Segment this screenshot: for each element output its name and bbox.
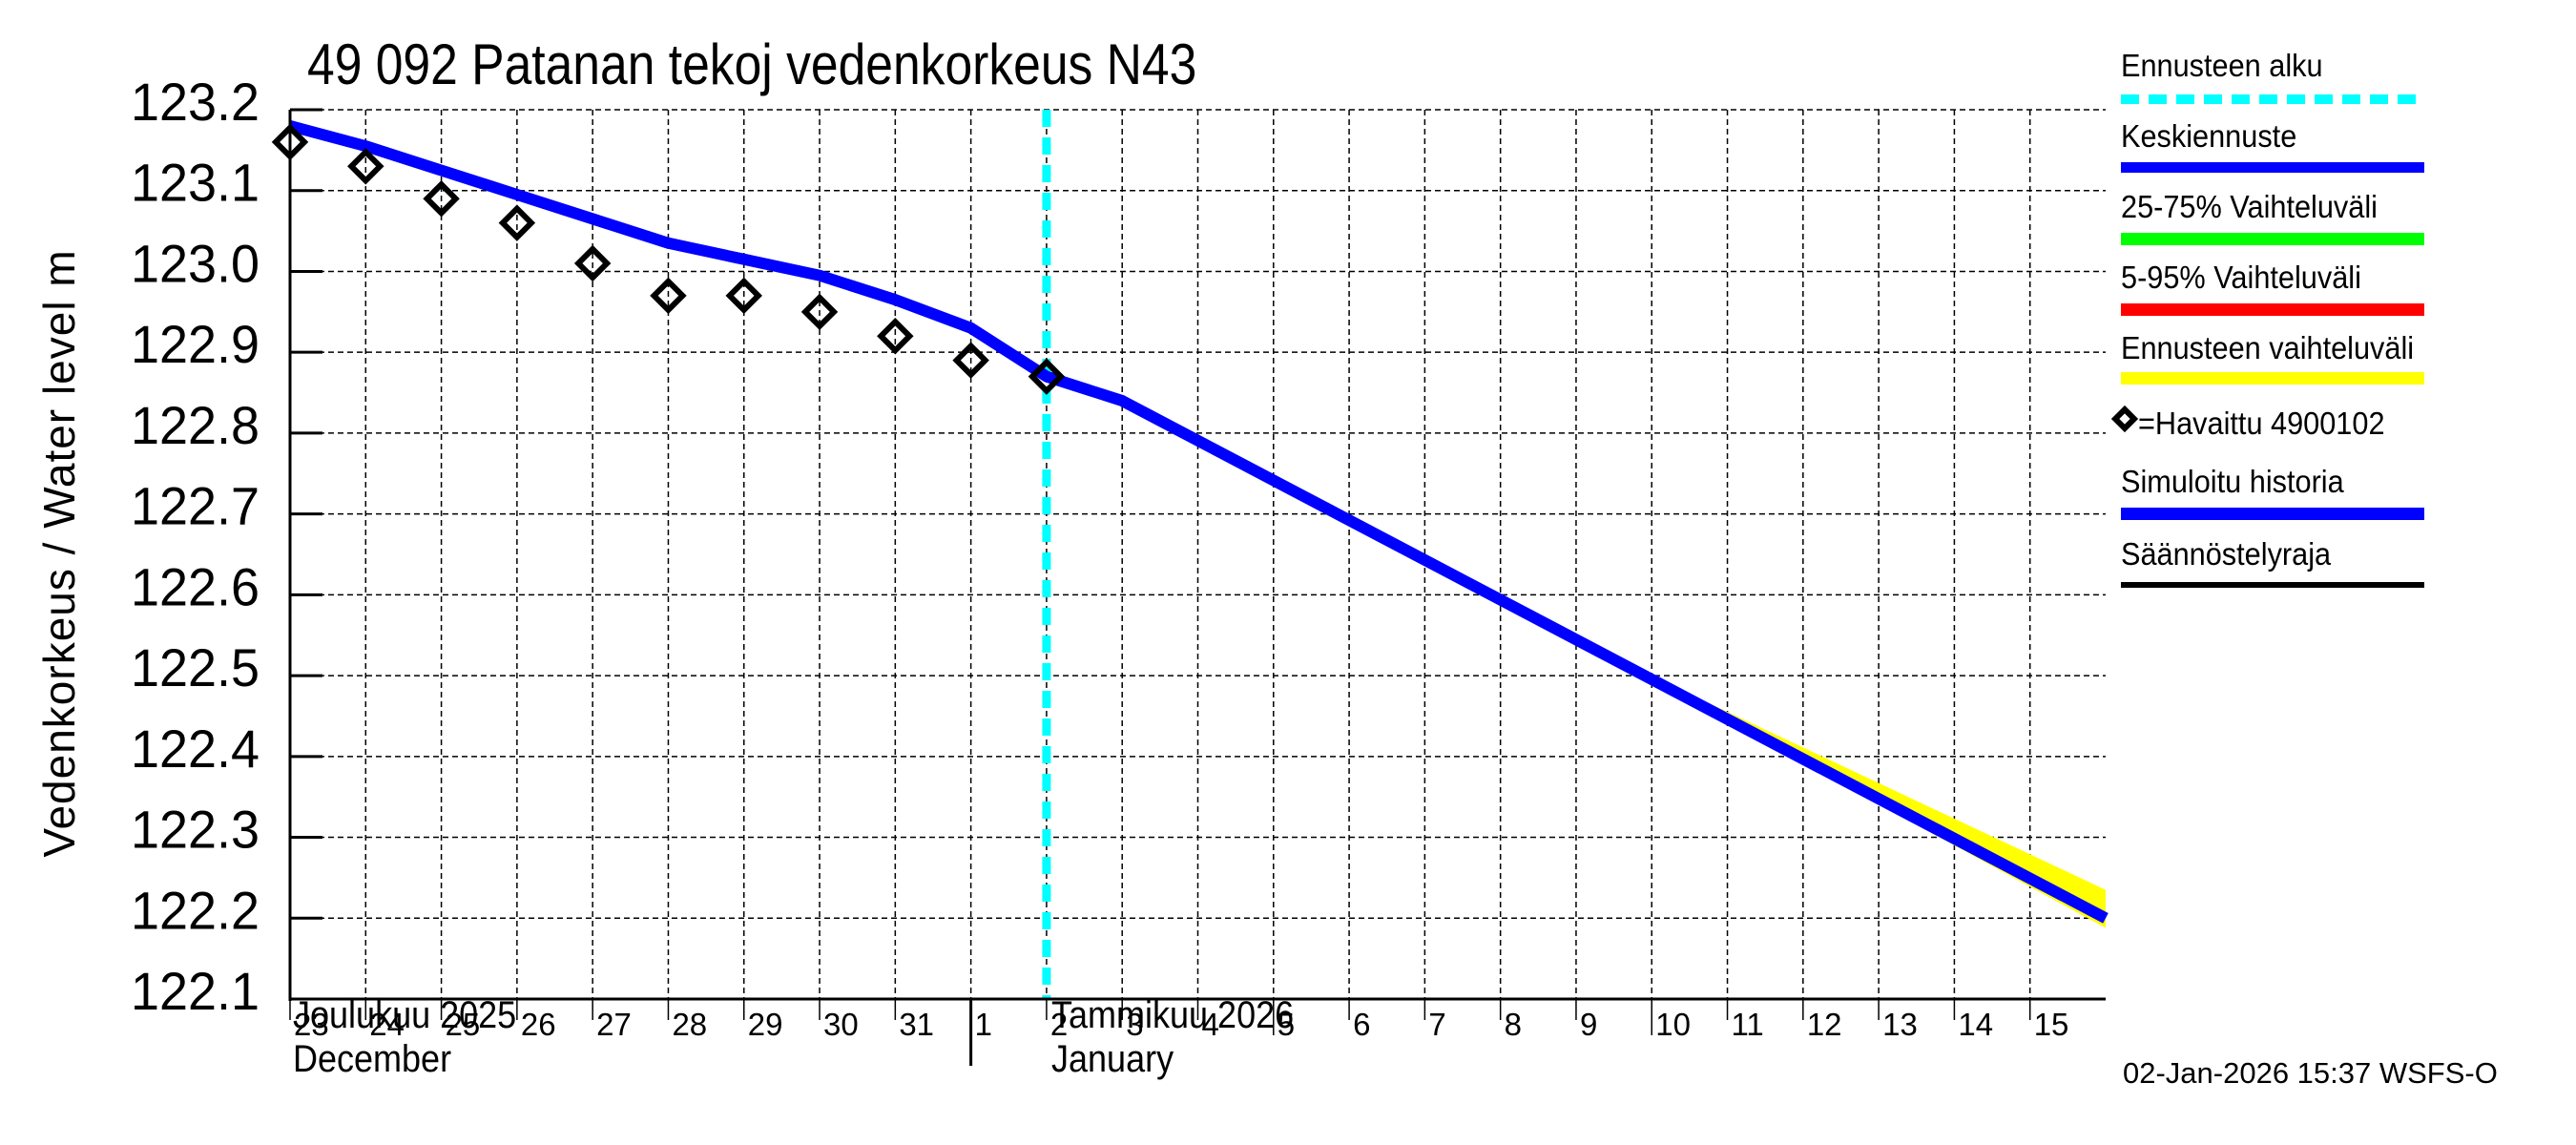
- chart-title: 49 092 Patanan tekoj vedenkorkeus N43: [307, 32, 1197, 96]
- y-tick-label: 123.2: [131, 72, 260, 132]
- dashed-cyan-line-icon: [2121, 94, 2424, 104]
- observed-diamond-icon: [498, 204, 536, 241]
- y-tick-label: 122.4: [131, 718, 260, 779]
- observed-diamond-icon: [800, 293, 839, 331]
- y-tick-label: 122.3: [131, 800, 260, 860]
- axes: [288, 108, 2106, 1066]
- x-tick-label: 6: [1353, 1007, 1370, 1042]
- y-tick-label: 123.1: [131, 153, 260, 213]
- x-tick-labels: 23 24 25 26 27 28 29 30 31 1 2 3 4 5 6 7 8 9 10 11 12 13 14 15: [294, 1007, 2068, 1042]
- month-label-december-en: December: [293, 1038, 452, 1080]
- month-label-january-en: January: [1051, 1038, 1174, 1080]
- x-tick-label: 12: [1807, 1007, 1842, 1042]
- x-tick-label: 26: [521, 1007, 556, 1042]
- x-tick-label: 11: [1732, 1007, 1764, 1042]
- x-tick-label: 25: [446, 1007, 481, 1042]
- y-tick-label: 122.8: [131, 395, 260, 455]
- x-tick-label: 30: [823, 1007, 859, 1042]
- y-tick-labels: 123.2 123.1 123.0 122.9 122.8 122.7 122.6 122.5…: [131, 72, 260, 1021]
- month-label-december-fi: Joulukuu 2025: [293, 994, 517, 1036]
- observed-diamond-icon: [877, 317, 914, 355]
- x-tick-label: 8: [1505, 1007, 1522, 1042]
- x-tick-label: 31: [899, 1007, 934, 1042]
- observed-diamond-icon: [650, 277, 687, 315]
- x-tick-label: 23: [294, 1007, 329, 1042]
- x-tick-label: 15: [2034, 1007, 2069, 1042]
- month-label-january-fi: Tammikuu 2026: [1051, 994, 1295, 1036]
- x-tick-label: 14: [1958, 1007, 1993, 1042]
- x-tick-label: 4: [1202, 1007, 1219, 1042]
- x-tick-label: 9: [1580, 1007, 1597, 1042]
- y-tick-label: 122.1: [131, 961, 260, 1021]
- x-tick-label: 24: [369, 1007, 405, 1042]
- y-tick-label: 122.5: [131, 637, 260, 697]
- x-tick-label: 28: [672, 1007, 707, 1042]
- y-tick-label: 123.0: [131, 233, 260, 293]
- x-tick-label: 13: [1882, 1007, 1918, 1042]
- observed-diamond-icon: [573, 244, 612, 282]
- green-line-icon: [2121, 233, 2424, 245]
- x-tick-label: 5: [1278, 1007, 1295, 1042]
- y-tick-label: 122.2: [131, 880, 260, 940]
- red-line-icon: [2121, 303, 2424, 316]
- blue-forecast-line: [288, 120, 2109, 924]
- x-tick-label: 3: [1126, 1007, 1143, 1042]
- observed-diamond-icon: [347, 148, 384, 185]
- observed-diamond-icon: [725, 277, 762, 315]
- grid-lines: [290, 109, 2106, 1000]
- observed-diamond-icon: [952, 342, 989, 379]
- x-tick-label: 2: [1050, 1007, 1068, 1042]
- observed-diamond-icon: [1028, 358, 1066, 395]
- y-tick-label: 122.9: [131, 314, 260, 374]
- blue-line-icon: [2121, 162, 2424, 173]
- x-tick-label: 27: [596, 1007, 632, 1042]
- x-tick-label: 1: [975, 1007, 992, 1042]
- y-tick-label: 122.6: [131, 556, 260, 616]
- yellow-line-icon: [2121, 372, 2424, 385]
- blue-line-icon: [2121, 508, 2424, 520]
- timestamp: 02-Jan-2026 15:37 WSFS-O: [2123, 1056, 2498, 1090]
- x-tick-label: 29: [748, 1007, 783, 1042]
- mean-forecast-line: [288, 120, 2109, 924]
- black-line-icon: [2121, 582, 2424, 588]
- x-tick-label: 7: [1428, 1007, 1445, 1042]
- x-tick-label: 10: [1655, 1007, 1691, 1042]
- y-tick-label: 122.7: [131, 476, 260, 536]
- observed-diamond-icon: [423, 179, 460, 218]
